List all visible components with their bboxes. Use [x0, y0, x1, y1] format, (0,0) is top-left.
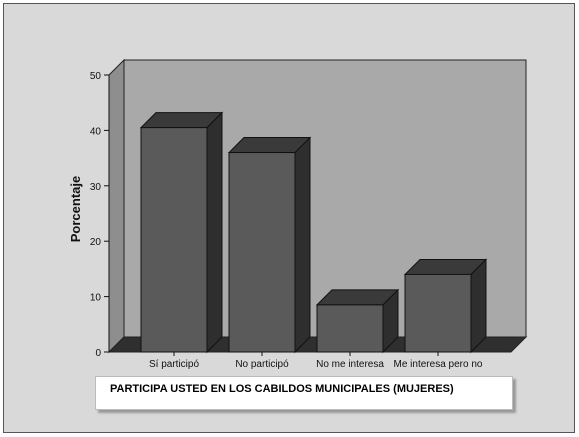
bar-front: [228, 152, 296, 353]
chart-frame: 0 10 20 30 40 50 Sí participó No participó No m…: [3, 3, 575, 433]
plot-left-wall: [108, 58, 125, 354]
y-tick-label: 0: [95, 348, 101, 359]
y-axis-title: Porcentaje: [68, 176, 83, 242]
y-tick-label: 30: [90, 182, 102, 193]
y-axis: 0 10 20 30 40 50: [90, 71, 110, 359]
y-tick-label: 40: [90, 126, 102, 137]
x-tick-label: Sí participó: [149, 359, 199, 370]
bar: [227, 136, 312, 354]
bars: [139, 111, 488, 354]
x-axis: Sí participó No participó No me interesa Me…: [149, 352, 483, 370]
bar-front: [316, 304, 384, 353]
x-tick-label: No participó: [235, 359, 289, 370]
bar-front: [404, 273, 472, 353]
bar-side: [294, 136, 311, 354]
chart-title: PARTICIPA USTED EN LOS CABILDOS MUNICIPA…: [95, 376, 513, 410]
bar-side: [206, 111, 223, 354]
bar-front: [140, 127, 208, 353]
x-tick-label: No me interesa: [316, 359, 384, 370]
y-tick-label: 20: [90, 237, 102, 248]
bar-chart: 0 10 20 30 40 50 Sí participó No participó No m…: [68, 58, 528, 370]
bar-side: [470, 258, 487, 354]
bar: [315, 288, 400, 354]
y-tick-label: 50: [90, 71, 102, 82]
x-tick-label: Me interesa pero no: [394, 359, 483, 370]
bar: [139, 111, 224, 354]
bar: [403, 258, 488, 354]
y-tick-label: 10: [90, 293, 102, 304]
